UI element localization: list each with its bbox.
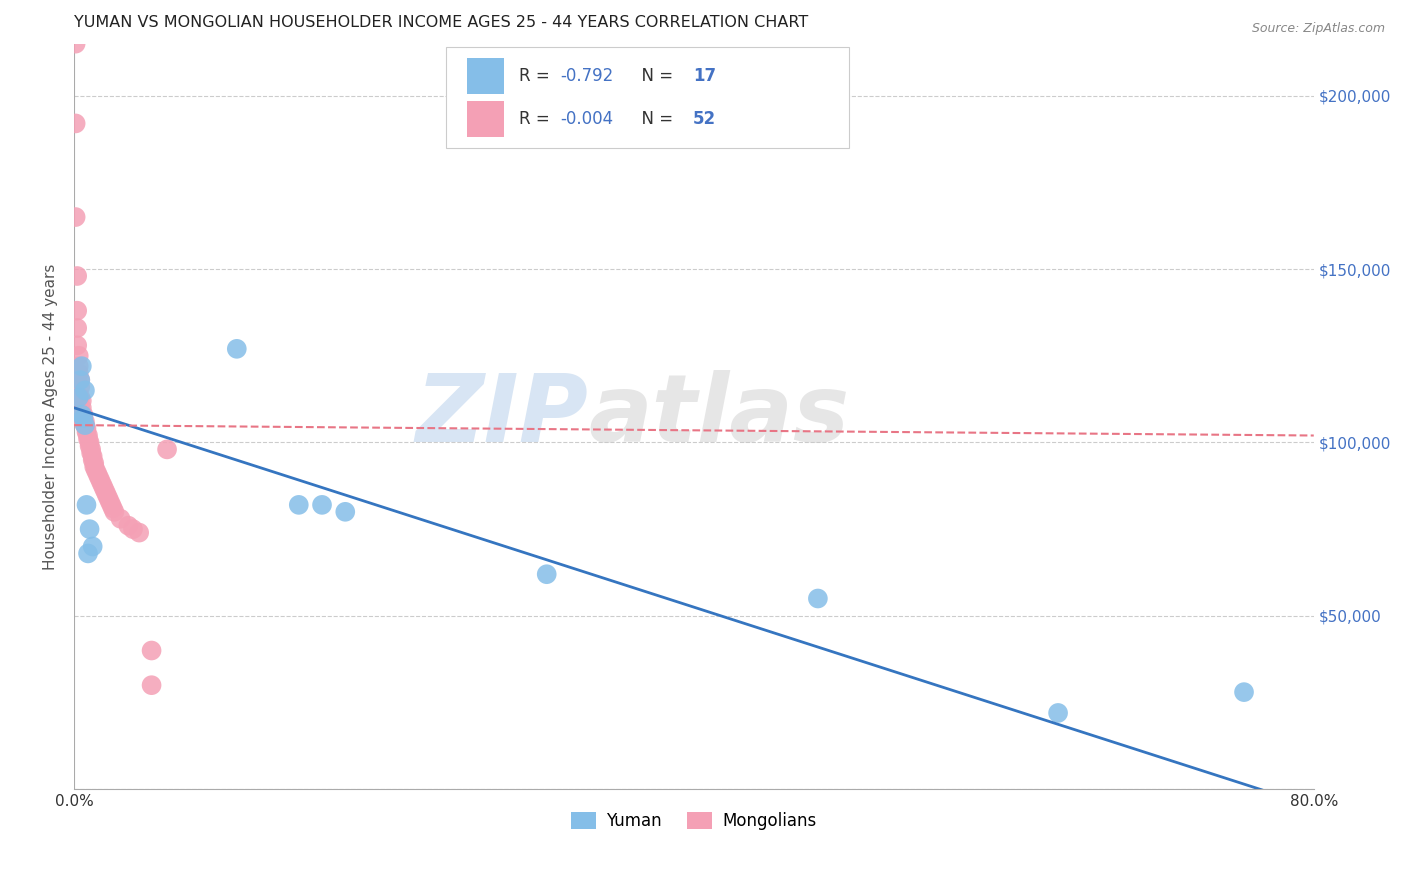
Point	[67, 366, 90, 380]
Point	[117, 518, 139, 533]
Point	[72, 411, 94, 425]
Text: N =: N =	[631, 110, 678, 128]
Point	[73, 418, 96, 433]
Point	[84, 463, 107, 477]
Point	[72, 408, 94, 422]
Text: 17: 17	[693, 67, 716, 86]
Point	[288, 498, 311, 512]
Point	[807, 591, 830, 606]
Point	[98, 494, 121, 508]
Point	[65, 37, 87, 51]
Point	[73, 384, 96, 398]
Point	[1047, 706, 1070, 720]
Point	[69, 373, 91, 387]
Legend: Yuman, Mongolians: Yuman, Mongolians	[565, 805, 823, 837]
Text: atlas: atlas	[589, 370, 849, 462]
FancyBboxPatch shape	[467, 58, 505, 95]
Point	[96, 487, 118, 501]
Point	[156, 442, 179, 457]
Point	[79, 439, 101, 453]
Point	[76, 425, 98, 439]
Point	[70, 401, 93, 415]
Point	[82, 540, 104, 554]
Point	[77, 428, 100, 442]
Point	[70, 393, 93, 408]
Point	[80, 442, 103, 457]
Point	[69, 390, 91, 404]
Point	[80, 446, 103, 460]
Text: ZIP: ZIP	[416, 370, 589, 462]
Point	[73, 418, 96, 433]
Point	[87, 470, 110, 484]
Point	[67, 390, 90, 404]
Point	[82, 452, 104, 467]
Point	[70, 408, 93, 422]
Point	[1233, 685, 1256, 699]
Point	[66, 303, 89, 318]
Point	[73, 415, 96, 429]
Point	[86, 467, 108, 481]
Point	[70, 359, 93, 373]
Point	[77, 432, 100, 446]
Point	[72, 415, 94, 429]
Text: -0.004: -0.004	[560, 110, 613, 128]
Point	[89, 474, 111, 488]
FancyBboxPatch shape	[467, 102, 505, 137]
Point	[122, 522, 145, 536]
Point	[69, 373, 91, 387]
Point	[110, 512, 132, 526]
Point	[141, 643, 163, 657]
Point	[79, 522, 101, 536]
Point	[83, 459, 105, 474]
Point	[335, 505, 357, 519]
Text: -0.792: -0.792	[560, 67, 613, 86]
Point	[311, 498, 333, 512]
Point	[66, 268, 89, 283]
Point	[76, 498, 98, 512]
Text: Source: ZipAtlas.com: Source: ZipAtlas.com	[1251, 22, 1385, 36]
Point	[93, 481, 115, 495]
Point	[536, 567, 558, 582]
Point	[70, 408, 93, 422]
Point	[77, 546, 100, 560]
Point	[67, 359, 90, 373]
Point	[69, 380, 91, 394]
Point	[65, 210, 87, 224]
Point	[66, 321, 89, 335]
Point	[65, 116, 87, 130]
Point	[66, 338, 89, 352]
Point	[82, 450, 104, 464]
Point	[141, 678, 163, 692]
Text: 52: 52	[693, 110, 716, 128]
Text: R =: R =	[519, 110, 555, 128]
Point	[91, 477, 114, 491]
Point	[101, 501, 124, 516]
Point	[94, 483, 117, 498]
Point	[79, 435, 101, 450]
Point	[67, 349, 90, 363]
Point	[83, 456, 105, 470]
Point	[100, 498, 122, 512]
Y-axis label: Householder Income Ages 25 - 44 years: Householder Income Ages 25 - 44 years	[44, 263, 58, 570]
Text: YUMAN VS MONGOLIAN HOUSEHOLDER INCOME AGES 25 - 44 YEARS CORRELATION CHART: YUMAN VS MONGOLIAN HOUSEHOLDER INCOME AG…	[75, 15, 808, 30]
Point	[128, 525, 150, 540]
Point	[103, 505, 125, 519]
FancyBboxPatch shape	[446, 47, 849, 148]
Point	[97, 491, 120, 505]
Text: N =: N =	[631, 67, 678, 86]
Point	[76, 421, 98, 435]
Text: R =: R =	[519, 67, 555, 86]
Point	[225, 342, 247, 356]
